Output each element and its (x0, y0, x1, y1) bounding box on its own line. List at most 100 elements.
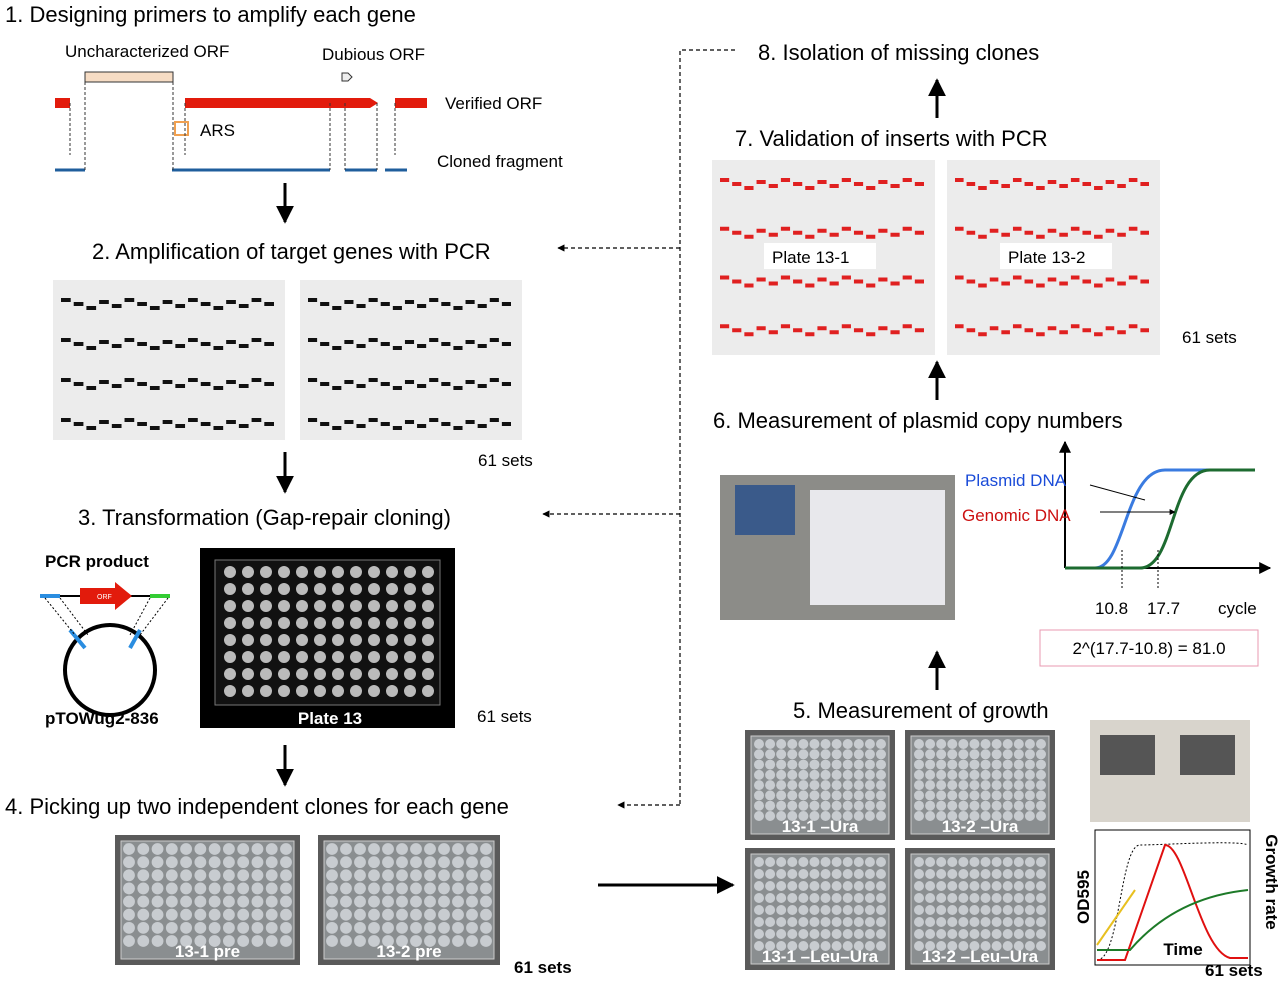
well (842, 749, 853, 760)
well (980, 800, 991, 811)
colony (296, 600, 308, 612)
colony (224, 617, 236, 629)
colony (278, 566, 290, 578)
well (947, 811, 958, 821)
well (798, 800, 809, 811)
gel-band (1140, 328, 1149, 333)
well (969, 800, 980, 811)
colony (422, 668, 434, 680)
well (1013, 905, 1024, 915)
well (969, 759, 980, 770)
colony (332, 668, 344, 680)
gel-band (137, 342, 147, 346)
well (914, 929, 924, 939)
well (223, 908, 235, 921)
gel-band (264, 302, 274, 306)
colony (386, 668, 398, 680)
well (876, 759, 886, 770)
well (208, 869, 221, 882)
colony (350, 668, 362, 680)
sets-label: 61 sets (514, 958, 572, 977)
gel-band (73, 422, 84, 426)
label: Dubious ORF (322, 45, 425, 64)
well (466, 895, 478, 908)
gel-band (1036, 283, 1045, 288)
label: Plasmid DNA (965, 471, 1067, 490)
well (991, 780, 1002, 791)
gel-band (1082, 279, 1092, 284)
well (787, 759, 798, 770)
well (237, 869, 250, 882)
gel-band (768, 184, 778, 188)
well (123, 935, 135, 947)
gel-band (1105, 228, 1115, 233)
well (466, 856, 478, 869)
gel-band (955, 324, 964, 329)
well (958, 811, 969, 821)
well (1002, 790, 1013, 801)
well (151, 869, 164, 882)
well (1024, 790, 1035, 801)
well (452, 869, 464, 882)
well (265, 908, 278, 921)
well (382, 856, 394, 869)
well (382, 908, 394, 921)
well (776, 811, 787, 821)
well (914, 749, 924, 760)
colony (242, 583, 254, 595)
well (765, 893, 776, 903)
gel-band (465, 380, 475, 384)
gel-band (1128, 324, 1138, 329)
well (991, 941, 1002, 951)
well (991, 739, 1002, 749)
well (326, 921, 338, 934)
well (251, 843, 264, 855)
well (831, 800, 842, 811)
well (223, 895, 235, 908)
well (820, 780, 831, 791)
gel-band (793, 279, 803, 284)
colony (350, 634, 362, 646)
well (452, 908, 464, 921)
step-title: 2. Amplification of target genes with PC… (92, 239, 491, 264)
colony (332, 566, 344, 578)
colony (404, 634, 416, 646)
well (754, 749, 764, 760)
well (754, 811, 764, 821)
colony (296, 617, 308, 629)
primer-lines (69, 82, 396, 170)
gel-band (111, 344, 122, 348)
well (958, 769, 969, 780)
gel-band (805, 332, 815, 337)
gel-band (308, 338, 318, 342)
gel-band (465, 300, 475, 304)
gel-band (866, 234, 876, 239)
well (925, 759, 936, 770)
well (969, 749, 980, 760)
well (237, 921, 250, 934)
well (438, 843, 450, 855)
gel-band (1001, 184, 1010, 188)
orf-arrow (80, 582, 132, 610)
well (876, 857, 886, 867)
laptop (1100, 735, 1155, 775)
gel-band (356, 424, 366, 428)
gel-band (890, 281, 900, 286)
gel-band (226, 420, 236, 424)
well (223, 869, 235, 882)
well (853, 780, 864, 791)
gel-band (780, 324, 791, 329)
gel-band (61, 338, 71, 342)
well (798, 893, 809, 903)
well (831, 917, 842, 927)
gel-band (1024, 328, 1034, 333)
gel-band (380, 302, 390, 306)
well (864, 905, 875, 915)
well (980, 857, 991, 867)
well (165, 895, 178, 908)
gel-band (902, 275, 912, 280)
well (809, 800, 820, 811)
well (1013, 739, 1024, 749)
well (424, 869, 436, 882)
well (237, 935, 250, 947)
